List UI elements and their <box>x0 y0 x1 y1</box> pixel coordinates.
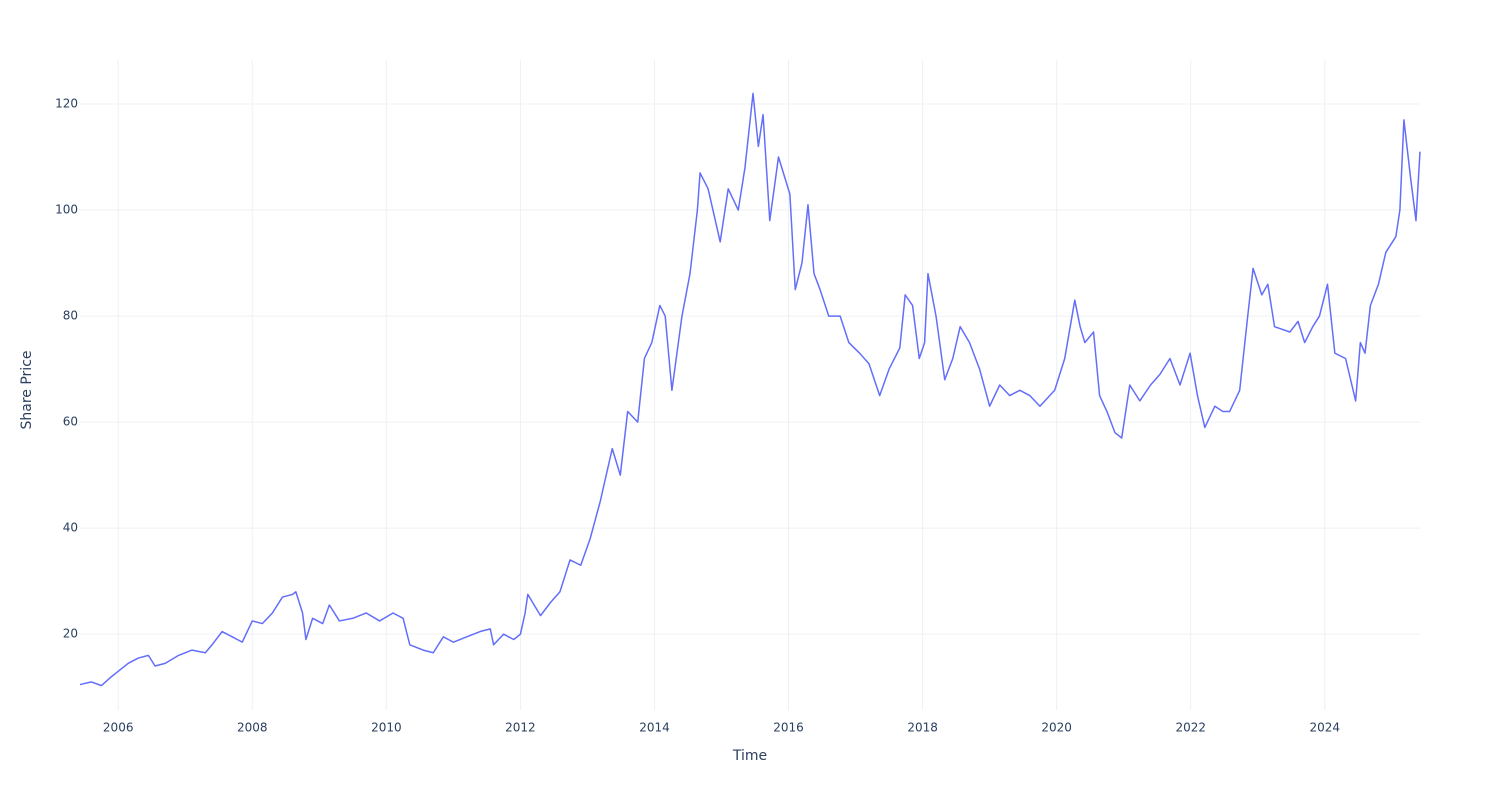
y-tick-label: 40 <box>63 521 78 535</box>
x-tick-label: 2020 <box>1041 721 1072 735</box>
x-axis-title: Time <box>732 748 767 764</box>
y-tick-label: 80 <box>63 309 78 323</box>
x-tick-label: 2018 <box>907 721 938 735</box>
x-tick-label: 2012 <box>505 721 536 735</box>
y-tick-label: 100 <box>55 203 78 217</box>
x-tick-label: 2010 <box>371 721 402 735</box>
y-axis-title: Share Price <box>19 350 35 429</box>
y-tick-label: 60 <box>63 415 78 429</box>
x-tick-label: 2016 <box>773 721 804 735</box>
x-tick-label: 2006 <box>103 721 134 735</box>
y-tick-label: 20 <box>63 627 78 641</box>
price-line <box>79 92 1421 687</box>
x-tick-label: 2024 <box>1310 721 1341 735</box>
x-tick-label: 2008 <box>237 721 268 735</box>
x-tick-label: 2014 <box>639 721 670 735</box>
x-tick-label: 2022 <box>1175 721 1206 735</box>
y-tick-label: 120 <box>55 97 78 111</box>
